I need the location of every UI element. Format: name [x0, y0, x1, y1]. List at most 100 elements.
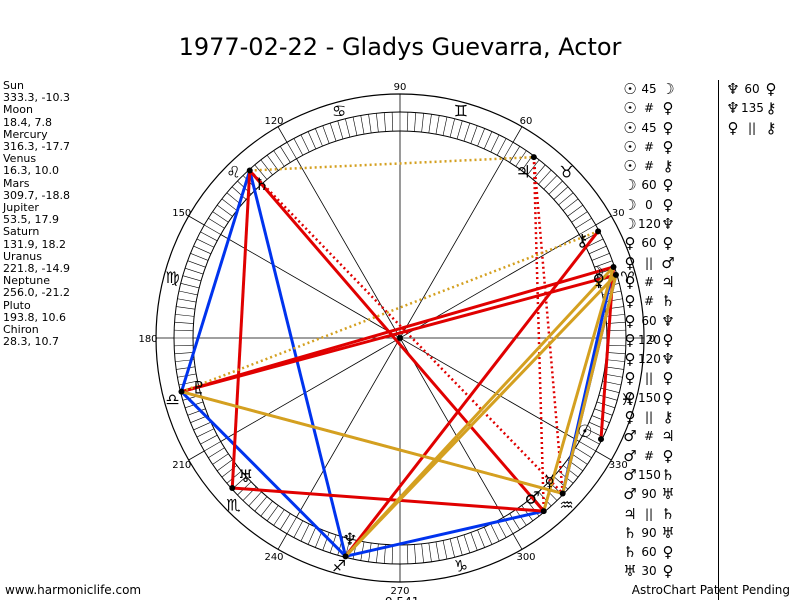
- aspect-row: ☽ 120 ♆: [622, 215, 676, 234]
- aspect-line: [344, 273, 618, 558]
- planet-coords-sun: 333.3, -10.3: [3, 91, 70, 105]
- degree-tick: [279, 146, 291, 163]
- degree-tick: [368, 114, 372, 134]
- aspect-planet-b: ♀: [662, 446, 674, 465]
- aspect-row: ♀ || ⚷: [622, 408, 676, 427]
- footer-website[interactable]: www.harmoniclife.com: [5, 583, 142, 597]
- degree-tick: [435, 115, 440, 135]
- aspect-type: 150: [638, 467, 661, 482]
- aspect-planet-b: ♄: [661, 465, 675, 484]
- degree-tick: [456, 536, 463, 556]
- aspect-type: 150: [638, 390, 661, 405]
- degree-tick: [208, 217, 225, 229]
- aspect-line: [248, 169, 545, 513]
- aspect-planet-b: ♀: [765, 80, 777, 98]
- degree-tick: [548, 180, 563, 195]
- aspect-type: ||: [644, 255, 654, 270]
- aspect-type: 60: [641, 236, 657, 251]
- degree-tick: [193, 245, 212, 255]
- degree-tick: [442, 540, 448, 560]
- sign-divider: [188, 215, 205, 226]
- degree-tick: [605, 359, 625, 362]
- degree-label: 30: [612, 208, 625, 219]
- degree-tick: [521, 505, 534, 522]
- aspect-planet-a: ♀: [624, 408, 636, 427]
- aspect-planet-a: ♆: [726, 99, 740, 118]
- aspect-row: ♅ 30 ♀: [622, 562, 676, 581]
- aspect-planet-b: ♀: [662, 118, 674, 137]
- degree-tick: [200, 231, 218, 242]
- aspect-row: ☽ 60 ♀: [622, 176, 676, 195]
- degree-tick: [463, 122, 471, 142]
- degree-tick: [178, 380, 198, 386]
- degree-label: 300: [516, 552, 535, 563]
- aspect-row: ♆ 135 ⚷: [725, 99, 779, 118]
- degree-tick: [421, 113, 424, 133]
- degree-tick: [483, 131, 493, 150]
- zodiac-sign-icon: ♋: [332, 102, 346, 121]
- planet-name-mars: Mars: [3, 176, 30, 190]
- degree-tick: [579, 224, 596, 235]
- aspect-planet-a: ♀: [624, 330, 636, 349]
- planet-name-sun: Sun: [3, 79, 24, 92]
- aspect-planet-b: ⚷: [765, 118, 777, 137]
- degree-tick: [208, 447, 225, 459]
- aspect-planet-a: ♀: [624, 292, 636, 311]
- aspect-planet-b: ♆: [661, 311, 675, 330]
- degree-tick: [579, 441, 596, 452]
- degree-tick: [591, 253, 610, 261]
- aspect-planet-b: ♃: [661, 272, 675, 291]
- degree-tick: [216, 459, 233, 472]
- degree-tick: [174, 321, 194, 324]
- degree-tick: [428, 542, 432, 562]
- aspect-planet-b: ⚷: [765, 99, 777, 118]
- planet-chiron-icon: ⚷: [576, 231, 588, 251]
- aspect-type: 90: [641, 487, 657, 502]
- degree-tick: [260, 500, 273, 517]
- aspect-planet-b: ♀: [662, 562, 674, 581]
- degree-tick: [266, 154, 279, 171]
- aspect-line: [249, 155, 534, 172]
- degree-tick: [391, 112, 394, 132]
- aspect-planet-a: ☽: [623, 215, 637, 234]
- degree-tick: [596, 401, 616, 409]
- degree-tick: [212, 211, 229, 223]
- degree-tick: [200, 434, 218, 445]
- aspect-type: 120: [638, 217, 661, 232]
- aspect-planet-a: ♄: [623, 543, 637, 562]
- degree-tick: [221, 198, 238, 211]
- zodiac-sign-icon: ♒: [559, 496, 573, 515]
- degree-tick: [470, 532, 478, 551]
- degree-tick: [449, 538, 455, 558]
- aspect-planet-b: ♀: [662, 330, 674, 349]
- planet-dot: [598, 436, 605, 443]
- zodiac-sign-icon: ♐: [332, 556, 346, 575]
- degree-tick: [293, 138, 304, 156]
- planet-venus-icon: ♀: [592, 271, 604, 291]
- degree-tick: [187, 260, 206, 268]
- planet-jupiter-icon: ♃: [516, 163, 531, 183]
- aspect-line: [344, 230, 600, 558]
- degree-tick: [582, 434, 600, 445]
- aspect-planet-a: ♆: [726, 80, 740, 98]
- aspect-planet-b: ♀: [662, 176, 674, 195]
- zodiac-sign-icon: ♈: [620, 268, 634, 287]
- degree-tick: [190, 253, 209, 261]
- aspect-planet-b: ♄: [661, 504, 675, 523]
- aspect-planet-b: ♆: [661, 215, 675, 234]
- degree-tick: [307, 526, 317, 545]
- aspect-line: [345, 509, 545, 558]
- planet-name-chiron: Chiron: [3, 323, 39, 337]
- aspect-row: ☉ 45 ☽: [622, 80, 676, 99]
- degree-tick: [428, 114, 432, 134]
- aspect-line: [542, 266, 615, 512]
- degree-tick: [293, 520, 304, 538]
- aspect-planet-a: ♂: [623, 427, 637, 446]
- aspect-planet-b: ♀: [662, 137, 674, 156]
- degree-tick: [496, 138, 507, 156]
- aspect-row: ♀ 60 ♀: [622, 234, 676, 253]
- aspect-type: #: [643, 139, 655, 154]
- sign-divider: [512, 533, 523, 550]
- planet-neptune-icon: ♆: [342, 530, 357, 550]
- aspect-type: 0: [645, 197, 653, 212]
